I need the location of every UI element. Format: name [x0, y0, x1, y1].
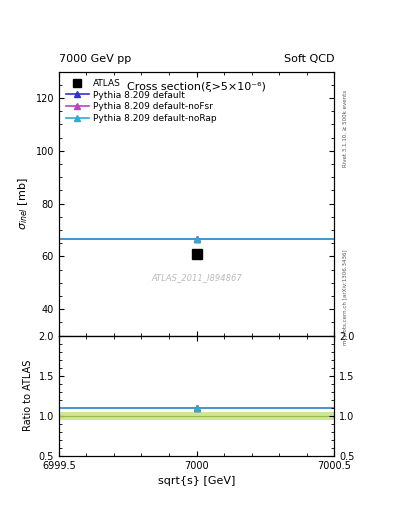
Y-axis label: Ratio to ATLAS: Ratio to ATLAS: [23, 360, 33, 432]
Y-axis label: $\sigma_{inel}$ [mb]: $\sigma_{inel}$ [mb]: [16, 177, 30, 230]
Text: Cross section(ξ>5×10⁻⁶): Cross section(ξ>5×10⁻⁶): [127, 82, 266, 92]
X-axis label: sqrt{s} [GeV]: sqrt{s} [GeV]: [158, 476, 235, 486]
Text: Soft QCD: Soft QCD: [284, 54, 334, 64]
Text: mcplots.cern.ch [arXiv:1306.3436]: mcplots.cern.ch [arXiv:1306.3436]: [343, 249, 348, 345]
Text: 7000 GeV pp: 7000 GeV pp: [59, 54, 131, 64]
Bar: [59, 412, 334, 420]
Legend: ATLAS, Pythia 8.209 default, Pythia 8.209 default-noFsr, Pythia 8.209 default-no: ATLAS, Pythia 8.209 default, Pythia 8.20…: [62, 75, 220, 126]
Text: ATLAS_2011_I894867: ATLAS_2011_I894867: [151, 273, 242, 282]
Text: Rivet 3.1.10, ≥ 500k events: Rivet 3.1.10, ≥ 500k events: [343, 90, 348, 166]
